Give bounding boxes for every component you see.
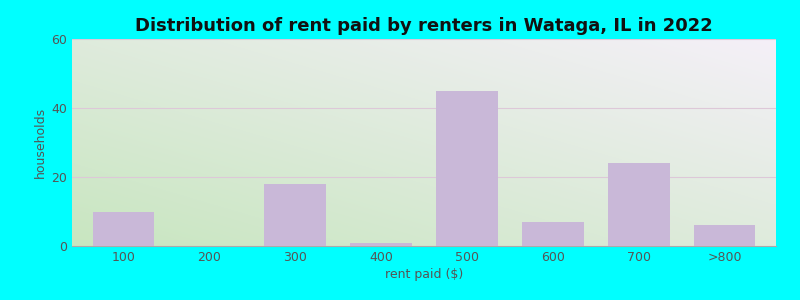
- Bar: [436, 91, 498, 246]
- Bar: [93, 212, 154, 246]
- Bar: [264, 184, 326, 246]
- X-axis label: rent paid ($): rent paid ($): [385, 268, 463, 281]
- Bar: [694, 225, 755, 246]
- Bar: [350, 242, 412, 246]
- Y-axis label: households: households: [34, 107, 47, 178]
- Title: Distribution of rent paid by renters in Wataga, IL in 2022: Distribution of rent paid by renters in …: [135, 17, 713, 35]
- Bar: [608, 163, 670, 246]
- Bar: [522, 222, 584, 246]
